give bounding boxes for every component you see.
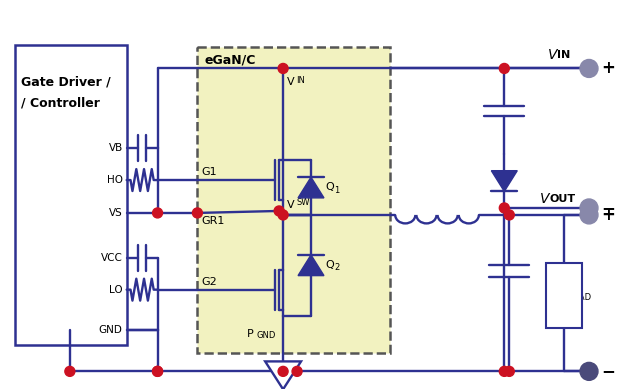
Text: V: V	[287, 77, 295, 87]
Circle shape	[580, 206, 598, 224]
Text: OUT: OUT	[549, 194, 575, 204]
Text: 2: 2	[334, 263, 339, 272]
Circle shape	[152, 366, 162, 376]
Circle shape	[65, 366, 75, 376]
Text: IN: IN	[557, 50, 570, 60]
Text: 1: 1	[334, 186, 339, 195]
Polygon shape	[298, 255, 324, 276]
Text: +: +	[601, 59, 615, 78]
Text: VCC: VCC	[101, 253, 123, 263]
Text: $V$: $V$	[547, 48, 559, 62]
Text: eGaN/C: eGaN/C	[205, 54, 256, 67]
Text: R: R	[557, 290, 565, 300]
Circle shape	[499, 64, 509, 73]
Text: VB: VB	[108, 143, 123, 153]
Text: Gate Driver /: Gate Driver /	[21, 76, 111, 89]
Polygon shape	[298, 177, 324, 198]
Circle shape	[584, 210, 594, 220]
Circle shape	[504, 210, 514, 220]
Text: −: −	[601, 199, 615, 217]
Circle shape	[499, 203, 509, 213]
Text: V: V	[287, 200, 295, 210]
Circle shape	[580, 362, 598, 380]
Circle shape	[152, 208, 162, 218]
Text: Q: Q	[325, 260, 333, 270]
Circle shape	[278, 210, 288, 220]
Bar	[546, 263, 582, 328]
Text: VS: VS	[109, 208, 123, 218]
Text: IN: IN	[296, 76, 305, 85]
Bar	[15, 44, 127, 346]
Text: GR1: GR1	[202, 216, 225, 226]
Polygon shape	[491, 171, 518, 191]
Text: LO: LO	[109, 285, 123, 295]
Text: GND: GND	[99, 324, 123, 335]
Circle shape	[504, 366, 514, 376]
Circle shape	[580, 199, 598, 217]
Circle shape	[278, 64, 288, 73]
Text: Q: Q	[325, 182, 333, 192]
Text: +: +	[601, 206, 615, 224]
Text: LOAD: LOAD	[568, 293, 591, 302]
Circle shape	[152, 366, 162, 376]
Circle shape	[278, 366, 288, 376]
Circle shape	[274, 206, 284, 216]
Text: −: −	[601, 362, 615, 380]
Text: / Controller: / Controller	[21, 97, 100, 110]
Text: GND: GND	[256, 331, 276, 340]
Circle shape	[580, 60, 598, 78]
Text: G1: G1	[202, 167, 217, 177]
Text: G2: G2	[202, 277, 217, 287]
Bar	[197, 46, 390, 353]
Circle shape	[192, 208, 202, 218]
Text: P: P	[247, 328, 254, 339]
Text: $V$: $V$	[539, 192, 552, 206]
Text: HO: HO	[107, 175, 123, 185]
Circle shape	[499, 366, 509, 376]
Polygon shape	[265, 362, 301, 389]
Circle shape	[292, 366, 302, 376]
Text: SW: SW	[296, 199, 310, 207]
